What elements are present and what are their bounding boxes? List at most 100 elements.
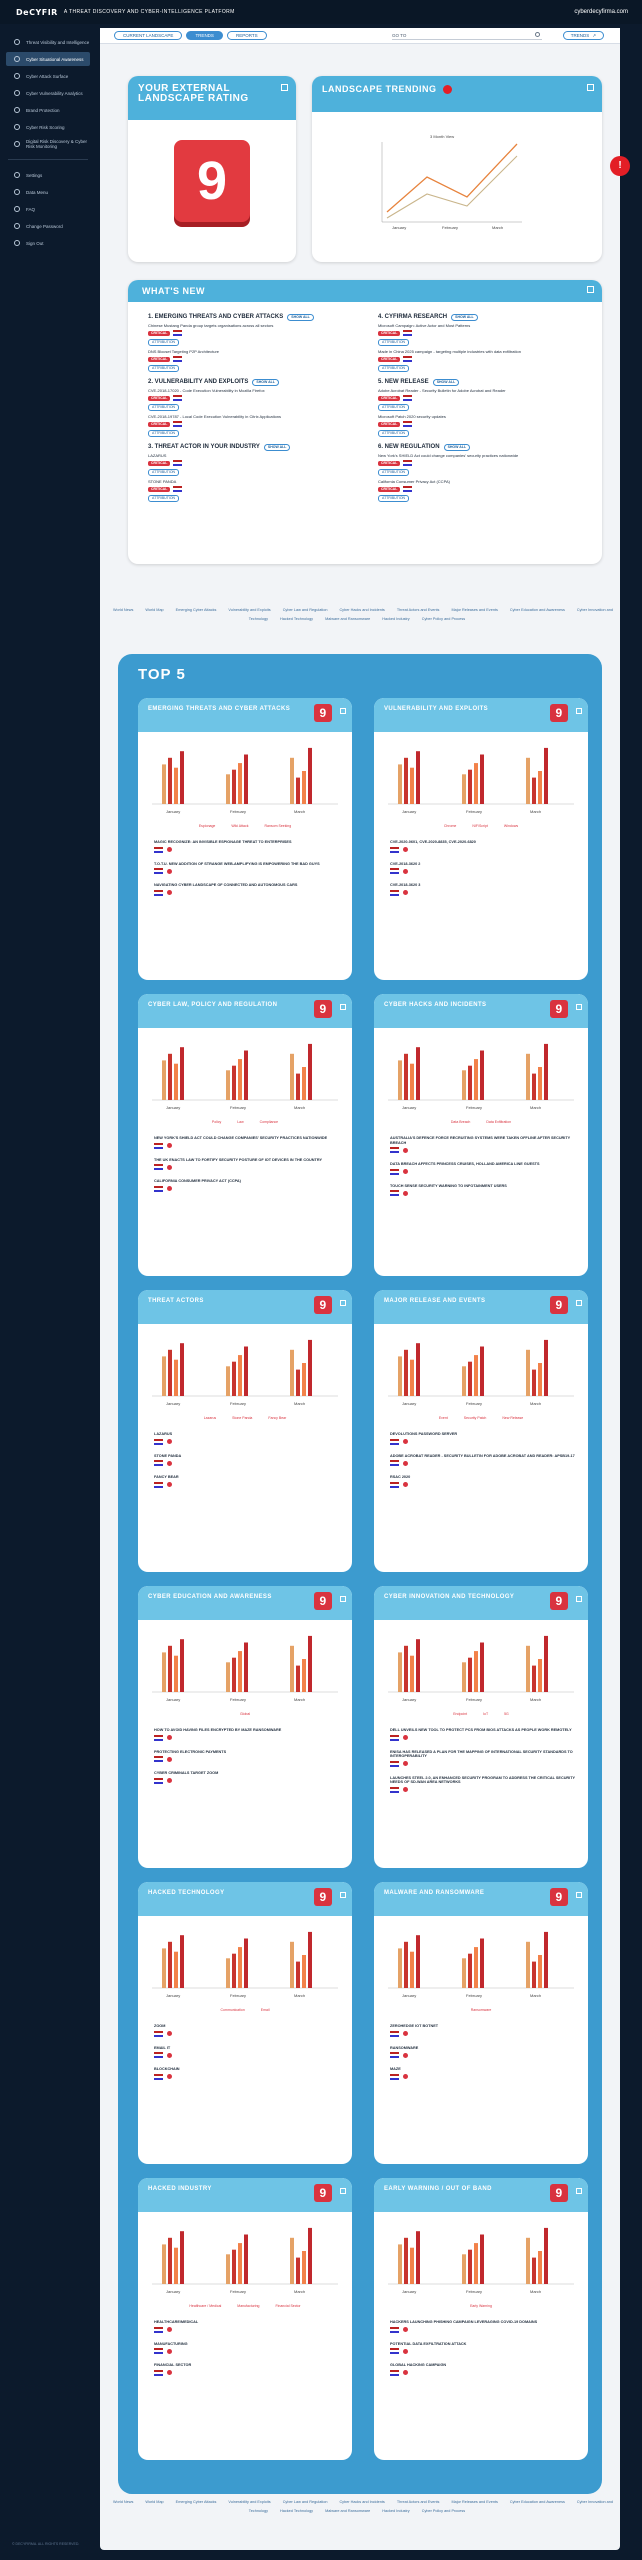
- footer-link[interactable]: World News: [112, 608, 134, 612]
- list-item[interactable]: MAZE: [390, 2067, 576, 2080]
- list-item[interactable]: HOW TO AVOID HAVING FILES ENCRYPTED BY M…: [154, 1728, 340, 1741]
- attribution-button[interactable]: ATTRIBUTION: [378, 365, 410, 372]
- list-item[interactable]: HEALTHCARE/MEDICAL: [154, 2320, 340, 2333]
- attribution-button[interactable]: ATTRIBUTION: [148, 469, 180, 476]
- show-all-button[interactable]: SHOW ALL: [432, 379, 460, 386]
- sidebar-item[interactable]: Digital Risk Discovery & Cyber Risk Moni…: [6, 137, 90, 151]
- news-headline[interactable]: Chinese Mustang Panda group targets orga…: [148, 323, 274, 328]
- list-item[interactable]: NAVIGATING CYBER LANDSCAPE OF CONNECTED …: [154, 883, 340, 896]
- tab-trends[interactable]: TRENDS: [186, 31, 223, 40]
- footer-link[interactable]: Major Releases and Events: [451, 608, 498, 612]
- expand-icon[interactable]: [576, 1892, 582, 1898]
- news-headline[interactable]: Adobe Acrobat Reader - Security Bulletin…: [378, 388, 506, 393]
- news-headline[interactable]: New York's SHIELD Act could change compa…: [378, 453, 519, 458]
- footer-link[interactable]: Malware and Ransomware: [325, 617, 371, 621]
- show-all-button[interactable]: SHOW ALL: [263, 444, 291, 451]
- footer-link[interactable]: Vulnerability and Exploits: [228, 2500, 271, 2504]
- expand-icon[interactable]: [587, 84, 594, 91]
- expand-icon[interactable]: [340, 708, 346, 714]
- expand-icon[interactable]: [576, 1300, 582, 1306]
- footer-link[interactable]: Threat Actors and Events: [396, 2500, 440, 2504]
- attribution-button[interactable]: ATTRIBUTION: [378, 469, 410, 476]
- footer-link[interactable]: Hacked Technology: [280, 2509, 314, 2513]
- list-item[interactable]: ADOBE ACROBAT READER - SECURITY BULLETIN…: [390, 1454, 576, 1466]
- footer-link[interactable]: Vulnerability and Exploits: [228, 608, 271, 612]
- attribution-button[interactable]: ATTRIBUTION: [378, 430, 410, 437]
- list-item[interactable]: EMAIL IT: [154, 2046, 340, 2058]
- expand-icon[interactable]: [281, 84, 288, 91]
- list-item[interactable]: MANUFACTURING: [154, 2342, 340, 2354]
- footer-link[interactable]: World Map: [145, 608, 164, 612]
- sidebar-item[interactable]: Brand Protection: [6, 103, 90, 117]
- list-item[interactable]: T.O.T.U. NEW ADDITION OF STRANGE WEB-AMP…: [154, 862, 340, 874]
- sidebar-item[interactable]: Cyber Situational Awareness: [6, 52, 90, 66]
- footer-link[interactable]: Cyber Innovation and Technology: [248, 2500, 614, 2513]
- show-all-button[interactable]: SHOW ALL: [443, 444, 471, 451]
- sidebar-item[interactable]: Sign Out: [6, 236, 90, 250]
- attribution-button[interactable]: ATTRIBUTION: [148, 339, 180, 346]
- list-item[interactable]: ZEROHEDGE IOT BOTNET: [390, 2024, 576, 2037]
- sidebar-item[interactable]: Cyber Vulnerability Analytics: [6, 86, 90, 100]
- expand-icon[interactable]: [340, 2188, 346, 2194]
- sidebar-item[interactable]: FAQ: [6, 202, 90, 216]
- news-headline[interactable]: Made in China 2025 campaign - targeting …: [378, 349, 521, 354]
- list-item[interactable]: HACKERS LAUNCHING PHISHING CAMPAIGN LEVE…: [390, 2320, 576, 2333]
- list-item[interactable]: FINANCIAL SECTOR: [154, 2363, 340, 2376]
- list-item[interactable]: BLOCKCHAIN: [154, 2067, 340, 2080]
- attribution-button[interactable]: ATTRIBUTION: [148, 495, 180, 502]
- list-item[interactable]: ZOOM: [154, 2024, 340, 2037]
- alert-indicator[interactable]: !: [610, 156, 630, 176]
- show-all-button[interactable]: SHOW ALL: [451, 314, 478, 321]
- footer-link[interactable]: Cyber Law and Regulation: [282, 608, 328, 612]
- list-item[interactable]: CYBER CRIMINALS TARGET ZOOM: [154, 1771, 340, 1784]
- show-all-button[interactable]: SHOW ALL: [252, 379, 279, 386]
- list-item[interactable]: THE UK ENACTS LAW TO FORTIFY SECURITY PO…: [154, 1158, 340, 1170]
- list-item[interactable]: NEW YORK'S SHIELD ACT COULD CHANGE COMPA…: [154, 1136, 340, 1149]
- attribution-button[interactable]: ATTRIBUTION: [148, 365, 180, 372]
- expand-icon[interactable]: [340, 1300, 346, 1306]
- footer-link[interactable]: Major Releases and Events: [451, 2500, 498, 2504]
- sidebar-item[interactable]: Data Menu: [6, 185, 90, 199]
- attribution-button[interactable]: ATTRIBUTION: [378, 404, 410, 411]
- news-headline[interactable]: STONE PANDA: [148, 479, 177, 484]
- list-item[interactable]: FANCY BEAR: [154, 1475, 340, 1488]
- list-item[interactable]: LAUNCHES STEEL 2.0, AN ENHANCED SECURITY…: [390, 1776, 576, 1793]
- footer-link[interactable]: Hacked Industry: [382, 617, 410, 621]
- show-all-button[interactable]: SHOW ALL: [287, 314, 314, 321]
- list-item[interactable]: POTENTIAL DATA EXFILTRATION ATTACK: [390, 2342, 576, 2354]
- expand-icon[interactable]: [576, 1004, 582, 1010]
- list-item[interactable]: RSAC 2020: [390, 1475, 576, 1488]
- attribution-button[interactable]: ATTRIBUTION: [148, 430, 180, 437]
- expand-icon[interactable]: [340, 1596, 346, 1602]
- footer-link[interactable]: Threat Actors and Events: [396, 608, 440, 612]
- sidebar-item[interactable]: Cyber Risk Scoring: [6, 120, 90, 134]
- footer-link[interactable]: Cyber Hacks and Incidents: [339, 608, 385, 612]
- footer-link[interactable]: Hacked Technology: [280, 617, 314, 621]
- site-link[interactable]: cyberdecyfirma.com: [574, 9, 628, 15]
- footer-link[interactable]: Cyber Education and Awareness: [509, 2500, 565, 2504]
- attribution-button[interactable]: ATTRIBUTION: [378, 339, 410, 346]
- news-headline[interactable]: DNS Blocset Targeting P2P Architecture: [148, 349, 219, 354]
- footer-link[interactable]: Malware and Ransomware: [325, 2509, 371, 2513]
- news-headline[interactable]: CVE-2018-17020 - Code Execution Vulnerab…: [148, 388, 265, 393]
- sidebar-item[interactable]: Change Password: [6, 219, 90, 233]
- brand-logo[interactable]: DeCYFIR: [16, 7, 58, 17]
- goto-search-input[interactable]: GO TO: [392, 32, 542, 40]
- list-item[interactable]: GLOBAL HACKING CAMPAIGN: [390, 2363, 576, 2376]
- list-item[interactable]: CVE-2018-3620 3: [390, 883, 576, 896]
- list-item[interactable]: DEVOLUTIONS PASSWORD SERVER: [390, 1432, 576, 1445]
- attribution-button[interactable]: ATTRIBUTION: [378, 495, 410, 502]
- list-item[interactable]: TOUCH SENSE SECURITY WARNING TO INFOTAIN…: [390, 1184, 576, 1196]
- footer-link[interactable]: Cyber Education and Awareness: [509, 608, 565, 612]
- list-item[interactable]: DELL UNVEILS NEW TOOL TO PROTECT PCS FRO…: [390, 1728, 576, 1741]
- footer-link[interactable]: Cyber Policy and Process: [421, 2509, 466, 2513]
- sidebar-item[interactable]: Threat Visibility and Intelligence: [6, 35, 90, 49]
- footer-link[interactable]: Emerging Cyber Attacks: [175, 608, 217, 612]
- expand-icon[interactable]: [576, 708, 582, 714]
- list-item[interactable]: AUSTRALIA'S DEFENCE FORCE RECRUITING SYS…: [390, 1136, 576, 1153]
- expand-icon[interactable]: [576, 1596, 582, 1602]
- tab-current-landscape[interactable]: CURRENT LANDSCAPE: [114, 31, 183, 40]
- trends-button[interactable]: TRENDS ↗: [562, 31, 604, 40]
- attribution-button[interactable]: ATTRIBUTION: [148, 404, 180, 411]
- footer-link[interactable]: Emerging Cyber Attacks: [175, 2500, 217, 2504]
